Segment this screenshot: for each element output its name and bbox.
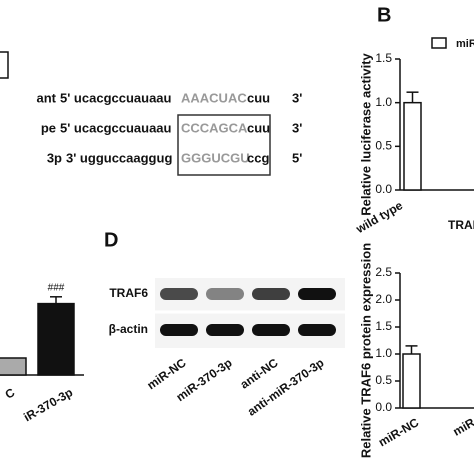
- y-axis-label: Relative TRAF6 protein expression: [358, 243, 373, 458]
- band: [160, 324, 198, 336]
- bar: [37, 302, 75, 376]
- seq-right: cuu: [247, 90, 270, 105]
- seq-left: 5' ucacgccuauaau: [60, 120, 172, 135]
- y-tick-label: 0.0: [375, 182, 392, 196]
- row-label: ant: [37, 90, 57, 105]
- x-axis-label: TRAF: [448, 218, 474, 232]
- band: [252, 324, 290, 336]
- y-tick-label: 0.5: [375, 139, 392, 153]
- band: [298, 288, 336, 300]
- bar: [0, 357, 27, 376]
- bar: [403, 101, 422, 191]
- y-tick-label: 1.5: [375, 319, 392, 333]
- panel-label: D: [104, 229, 118, 251]
- band-label: β-actin: [109, 322, 148, 336]
- legend-label: miR: [456, 38, 474, 50]
- y-axis-label: Relative luciferase activity: [358, 52, 373, 215]
- seq-site: GGGUCGU: [181, 150, 250, 165]
- seq-end: 3': [292, 120, 302, 135]
- y-tick-label: 0.0: [375, 400, 392, 414]
- y-tick-label: 2.5: [375, 265, 392, 279]
- y-tick-label: 1.0: [375, 95, 392, 109]
- band: [206, 324, 244, 336]
- panel-label: B: [377, 4, 391, 26]
- row-label: 3p: [47, 150, 62, 165]
- y-tick-label: 1.5: [375, 51, 392, 65]
- x-tick-label: miR-NC: [376, 415, 421, 449]
- seq-site: CCCAGCA: [181, 120, 248, 135]
- y-tick-label: 1.0: [375, 346, 392, 360]
- annotation: ###: [48, 282, 65, 293]
- site-box: [177, 114, 271, 176]
- row-label: pe: [41, 120, 56, 135]
- seq-left: 5' ucacgccuauaau: [60, 90, 172, 105]
- x-tick-label: miR: [450, 415, 474, 439]
- lane-label: anti-miR-370-3p: [245, 356, 327, 419]
- seq-site: AAACUAC: [181, 90, 247, 105]
- panel-frame: [0, 51, 9, 79]
- y-tick-label: 2.0: [375, 292, 392, 306]
- band: [206, 288, 244, 300]
- legend-swatch: [431, 37, 447, 49]
- x-tick-label: iR-370-3p: [21, 385, 75, 424]
- seq-right: cuu: [247, 120, 270, 135]
- seq-left: 3' ugguccaaggug: [66, 150, 172, 165]
- x-tick-label: C: [3, 385, 18, 402]
- seq-end: 3': [292, 90, 302, 105]
- band-label: TRAF6: [109, 286, 148, 300]
- band: [160, 288, 198, 300]
- band: [252, 288, 290, 300]
- seq-end: 5': [292, 150, 302, 165]
- y-tick-label: 0.5: [375, 373, 392, 387]
- seq-right: ccg: [247, 150, 269, 165]
- bar: [402, 353, 421, 409]
- band: [298, 324, 336, 336]
